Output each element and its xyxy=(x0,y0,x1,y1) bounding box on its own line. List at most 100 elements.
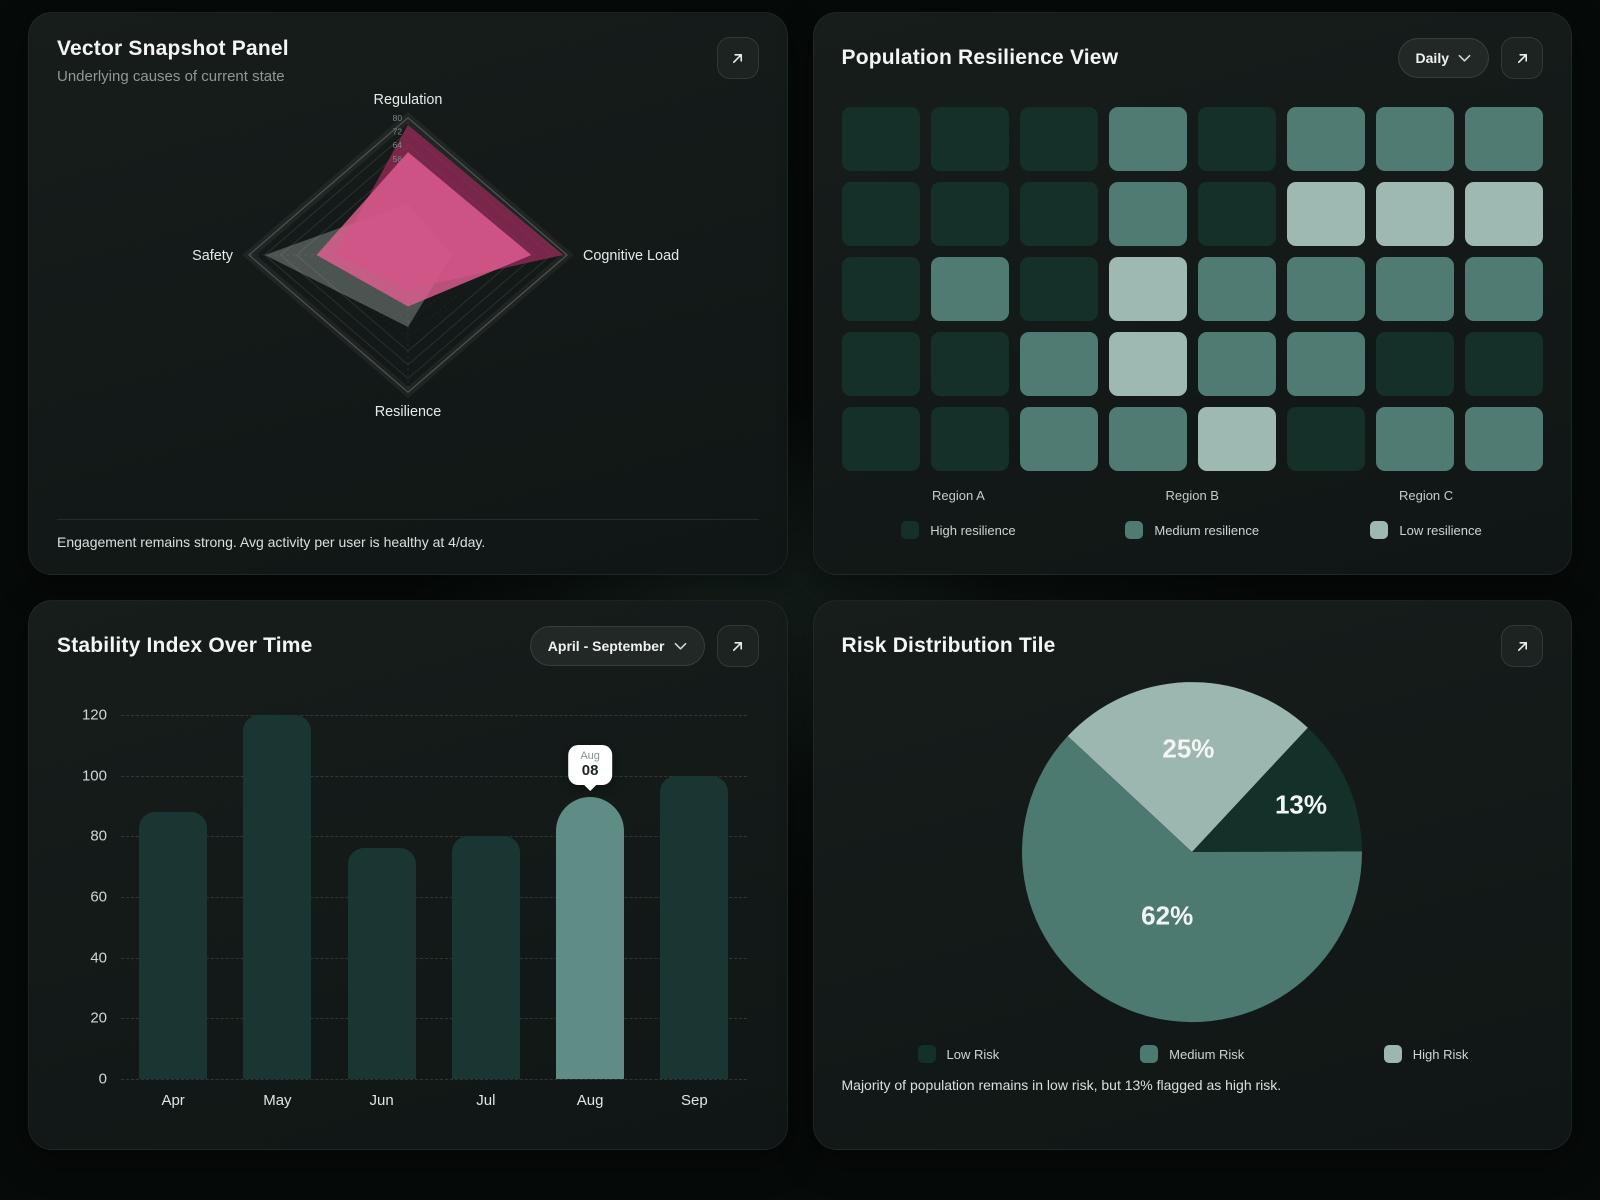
legend-label: Low resilience xyxy=(1399,522,1482,538)
pie-legend: Low Risk Medium Risk High Risk xyxy=(842,1045,1544,1063)
legend-label: Low Risk xyxy=(946,1046,1000,1062)
heatmap-cell xyxy=(841,107,920,171)
heatmap-cell xyxy=(1286,107,1365,171)
heatmap-cell xyxy=(930,407,1009,471)
y-tick-label: 0 xyxy=(98,1070,107,1088)
panel-title: Vector Snapshot Panel xyxy=(57,37,289,60)
pie-slice xyxy=(1067,682,1309,852)
tooltip-value: 08 xyxy=(581,761,599,779)
bar-column xyxy=(642,715,746,1079)
x-tick-label: Jun xyxy=(369,1092,394,1109)
svg-text:Cognitive Load: Cognitive Load xyxy=(583,248,679,264)
svg-text:64: 64 xyxy=(392,140,402,150)
heatmap-cell xyxy=(930,332,1009,396)
bars-row: Aug 08 xyxy=(121,715,747,1079)
region-label: Region C xyxy=(1398,488,1454,503)
daily-dropdown[interactable]: Daily xyxy=(1397,38,1489,78)
divider xyxy=(57,519,759,520)
pie-slice-label: 13% xyxy=(1275,789,1327,819)
panel-header: Stability Index Over Time April - Septem… xyxy=(57,625,759,667)
bar-chart: 0 20 40 60 80 100 120 Aug 08 xyxy=(61,707,749,1088)
panel-vector-snapshot: Vector Snapshot Panel Underlying causes … xyxy=(28,12,788,575)
heatmap-cell xyxy=(1197,332,1276,396)
expand-button[interactable] xyxy=(716,625,759,667)
panel-header: Risk Distribution Tile xyxy=(841,625,1543,667)
legend-item: Medium Risk xyxy=(1140,1045,1244,1063)
legend-label: High resilience xyxy=(930,522,1016,538)
svg-text:Safety: Safety xyxy=(192,248,234,264)
bar[interactable] xyxy=(139,812,208,1079)
heatmap-cell xyxy=(1375,107,1454,171)
legend-swatch xyxy=(1125,521,1144,539)
legend-label: Medium resilience xyxy=(1154,522,1260,538)
heatmap-cell xyxy=(1197,407,1276,471)
gridline xyxy=(121,897,747,898)
heatmap-cell xyxy=(930,182,1009,246)
bar[interactable] xyxy=(660,776,729,1079)
heatmap-cell xyxy=(1464,182,1543,246)
svg-text:Resilience: Resilience xyxy=(375,404,441,420)
heatmap-cell xyxy=(841,257,920,321)
dropdown-label: April - September xyxy=(547,638,665,654)
heatmap-cell xyxy=(841,407,920,471)
heatmap-cell xyxy=(1464,107,1543,171)
dashboard: Vector Snapshot Panel Underlying causes … xyxy=(0,0,1600,1162)
panel-risk-distribution: Risk Distribution Tile 25% 13% 62% Low Ris… xyxy=(812,600,1572,1150)
svg-text:56: 56 xyxy=(392,154,402,164)
y-tick-label: 40 xyxy=(90,949,107,967)
x-tick-label: Jul xyxy=(476,1092,496,1109)
panel-title: Risk Distribution Tile xyxy=(841,634,1056,657)
legend-item: High resilience xyxy=(901,521,1016,539)
legend-item: Low resilience xyxy=(1370,521,1482,539)
radar-series-current xyxy=(316,152,532,307)
region-label: Region B xyxy=(1165,488,1219,503)
panel-footnote: Majority of population remains in low ri… xyxy=(841,1077,1282,1093)
y-tick-label: 60 xyxy=(90,888,107,906)
heatmap-cell xyxy=(1464,332,1543,396)
x-tick-label: Aug xyxy=(576,1092,604,1109)
bar-highlighted[interactable] xyxy=(556,797,625,1079)
heatmap-cell xyxy=(1286,257,1365,321)
svg-text:Regulation: Regulation xyxy=(373,92,442,108)
chevron-down-icon xyxy=(674,642,686,650)
chevron-down-icon xyxy=(1458,54,1471,62)
expand-button[interactable] xyxy=(1501,37,1543,79)
arrow-up-right-icon xyxy=(732,641,743,651)
heatmap-cell xyxy=(1108,332,1187,396)
bar[interactable] xyxy=(451,836,520,1079)
heatmap-cell xyxy=(1375,257,1454,321)
heatmap-cell xyxy=(841,182,920,246)
heatmap-cell xyxy=(1019,257,1098,321)
bar-column xyxy=(434,715,538,1079)
expand-button[interactable] xyxy=(1501,625,1543,667)
date-range-dropdown[interactable]: April - September xyxy=(529,626,705,666)
expand-button[interactable] xyxy=(716,37,759,79)
dropdown-label: Daily xyxy=(1415,50,1449,66)
x-tick-label: Apr xyxy=(161,1092,185,1109)
bar[interactable] xyxy=(243,715,312,1079)
arrow-up-right-icon xyxy=(1517,641,1527,651)
panel-footnote: Engagement remains strong. Avg activity … xyxy=(57,534,486,550)
heatmap-legend: High resilience Medium resilience Low resi… xyxy=(842,521,1544,539)
bar-tooltip: Aug 08 xyxy=(568,744,612,785)
heatmap-cell xyxy=(1286,407,1365,471)
y-tick-label: 20 xyxy=(90,1009,107,1027)
panel-controls: Daily xyxy=(1397,37,1543,79)
legend-item: Low Risk xyxy=(917,1045,1000,1063)
bar-column: Aug 08 xyxy=(538,715,642,1079)
bar-column xyxy=(121,715,225,1079)
gridline xyxy=(121,775,747,777)
heatmap-cell xyxy=(1108,182,1187,246)
heatmap-cell xyxy=(1197,257,1276,321)
bar-column xyxy=(330,715,434,1079)
heatmap-cell xyxy=(1019,182,1098,246)
heatmap-cell xyxy=(1375,332,1454,396)
bar[interactable] xyxy=(347,848,416,1079)
arrow-up-right-icon xyxy=(732,53,743,63)
heatmap-cell xyxy=(1019,407,1098,471)
gridline xyxy=(121,957,747,959)
legend-swatch xyxy=(917,1045,936,1063)
heatmap-cell xyxy=(1286,182,1365,246)
heatmap-cell xyxy=(930,257,1009,321)
heatmap-cell xyxy=(1375,407,1454,471)
